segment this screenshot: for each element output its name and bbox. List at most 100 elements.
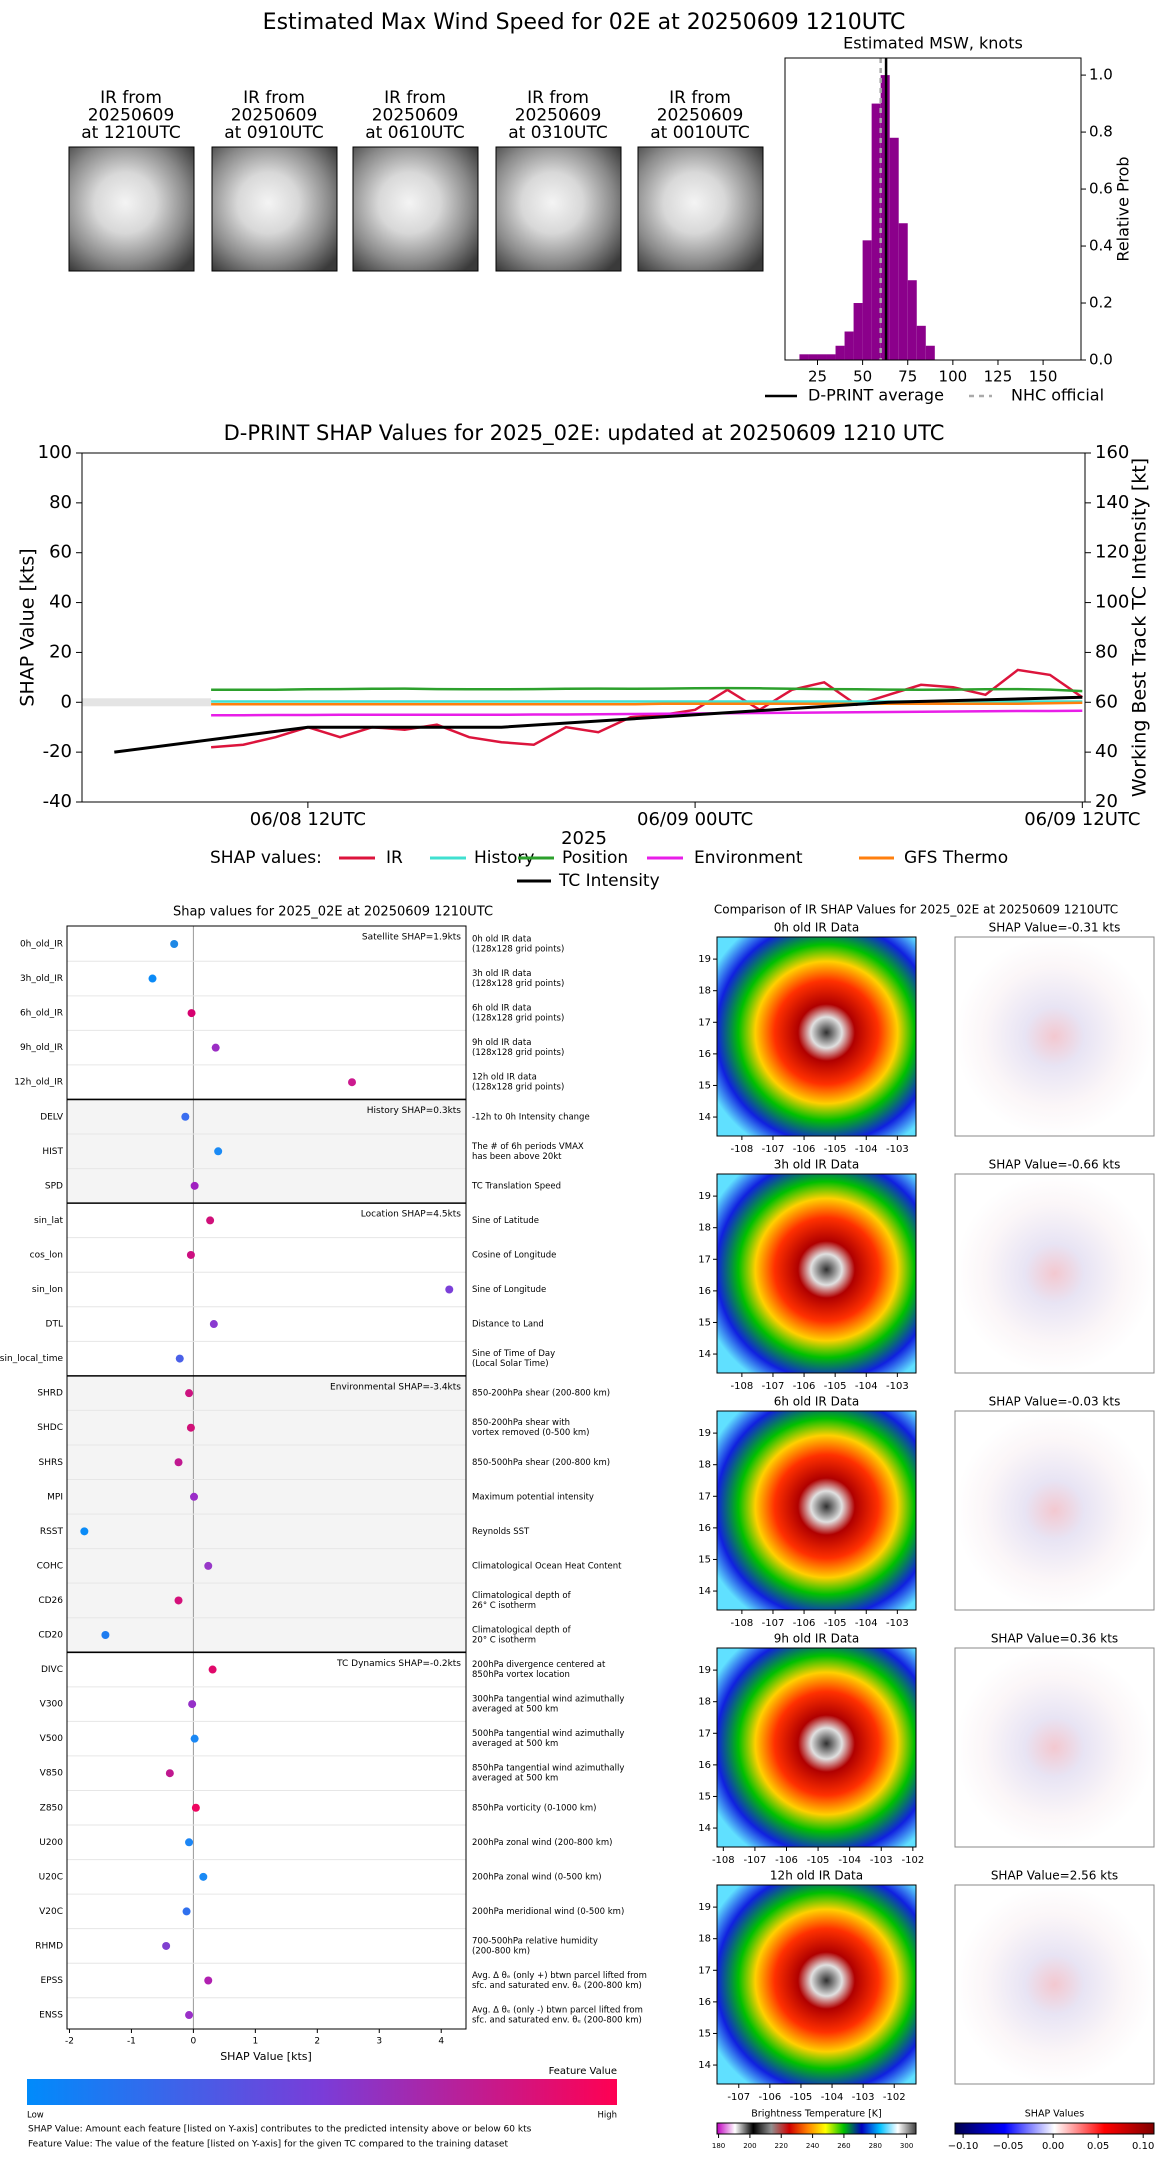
feature-label: DIVC bbox=[41, 1665, 63, 1675]
lat-tick-label: 18 bbox=[698, 986, 711, 997]
y-tick-label: 0 bbox=[61, 691, 72, 712]
plot-frame bbox=[81, 452, 1086, 803]
lon-tick-label: -108 bbox=[731, 1144, 754, 1155]
ir-image bbox=[716, 1410, 917, 1611]
ir-image bbox=[716, 1884, 917, 2085]
colorbar-tick-label: 0.10 bbox=[1132, 2141, 1154, 2152]
feature-description: Reynolds SST bbox=[472, 1527, 530, 1537]
colorbar-tick-label: −0.05 bbox=[993, 2141, 1024, 2152]
lon-tick-label: -107 bbox=[762, 1381, 785, 1392]
histogram-bar bbox=[853, 303, 863, 360]
feature-label: CD20 bbox=[38, 1631, 63, 1641]
lat-tick-label: 15 bbox=[698, 1554, 711, 1565]
feature-description: Sine of Time of Day bbox=[472, 1349, 555, 1359]
feature-description: (128x128 grid points) bbox=[472, 1048, 564, 1058]
lat-tick-label: 17 bbox=[698, 1017, 711, 1028]
thumbnail-label: IR from bbox=[100, 88, 162, 108]
lon-tick-label: -106 bbox=[775, 1855, 798, 1866]
chart-title: Shap values for 2025_02E at 20250609 121… bbox=[173, 905, 493, 920]
feature-label: V850 bbox=[40, 1769, 64, 1779]
x-tick-label: 25 bbox=[808, 368, 827, 386]
shap-dot bbox=[162, 1941, 171, 1950]
feature-description: 20° C isotherm bbox=[472, 1636, 536, 1646]
thumbnail-label: IR from bbox=[669, 88, 731, 108]
lon-tick-label: -103 bbox=[886, 1144, 909, 1155]
x-axis-label: 2025 bbox=[561, 828, 607, 849]
group-label: History SHAP=0.3kts bbox=[367, 1106, 462, 1116]
feature-description: 850hPa vorticity (0-1000 km) bbox=[472, 1803, 596, 1813]
x-tick-label: 150 bbox=[1029, 368, 1058, 386]
x-tick-label: 3 bbox=[376, 2037, 382, 2047]
lat-tick-label: 14 bbox=[698, 1586, 711, 1597]
colorbar-tick-label: 260 bbox=[837, 2142, 850, 2150]
shap-image bbox=[954, 1410, 1155, 1611]
colorbar-tick-label: 220 bbox=[775, 2142, 788, 2150]
thumbnail-label: at 0610UTC bbox=[365, 123, 464, 143]
lon-tick-label: -106 bbox=[793, 1618, 816, 1629]
lat-tick-label: 19 bbox=[698, 1665, 711, 1676]
histogram-bar bbox=[826, 354, 836, 360]
shap-dot bbox=[170, 940, 179, 948]
y2-tick-label: 100 bbox=[1095, 592, 1129, 613]
page-title: Estimated Max Wind Speed for 02E at 2025… bbox=[263, 10, 906, 35]
ir-thumbnail bbox=[211, 146, 338, 272]
feature-label: CD26 bbox=[38, 1596, 63, 1606]
thumbnail-label: at 1210UTC bbox=[81, 123, 180, 143]
lon-tick-label: -102 bbox=[883, 2092, 906, 2103]
lat-tick-label: 16 bbox=[698, 1760, 711, 1771]
chart-title: D-PRINT SHAP Values for 2025_02E: update… bbox=[224, 421, 945, 446]
lat-tick-label: 15 bbox=[698, 2028, 711, 2039]
shap-dot bbox=[186, 1250, 195, 1259]
x-axis-label: SHAP Value [kts] bbox=[220, 2050, 312, 2063]
y-tick-label: 80 bbox=[49, 492, 72, 513]
y-tick-label: 1.0 bbox=[1089, 66, 1113, 84]
x-tick-label: 50 bbox=[853, 368, 872, 386]
feature-description: Sine of Longitude bbox=[472, 1285, 546, 1295]
lat-tick-label: 15 bbox=[698, 1317, 711, 1328]
y-tick-label: 0.6 bbox=[1089, 180, 1113, 198]
series-line bbox=[114, 695, 1083, 754]
group-label: Location SHAP=4.5kts bbox=[361, 1210, 462, 1220]
feature-description: averaged at 500 km bbox=[472, 1705, 558, 1715]
feature-label: sin_lon bbox=[32, 1285, 63, 1295]
x-tick-label: 75 bbox=[898, 368, 917, 386]
feature-description: (128x128 grid points) bbox=[472, 1083, 564, 1093]
lat-tick-label: 18 bbox=[698, 1934, 711, 1945]
x-tick-label: 2 bbox=[314, 2037, 320, 2047]
feature-description: (128x128 grid points) bbox=[472, 979, 564, 989]
histogram-bar bbox=[862, 240, 872, 360]
feature-description: (Local Solar Time) bbox=[472, 1359, 549, 1369]
feature-description: 26° C isotherm bbox=[472, 1601, 536, 1611]
feature-label: Z850 bbox=[40, 1803, 64, 1813]
feature-description: averaged at 500 km bbox=[472, 1774, 558, 1784]
histogram-bar bbox=[898, 223, 908, 360]
panel-title: SHAP Value=0.36 kts bbox=[991, 1632, 1118, 1646]
lat-tick-label: 18 bbox=[698, 1223, 711, 1234]
feature-label: 6h_old_IR bbox=[20, 1009, 63, 1019]
histogram-bar bbox=[808, 354, 818, 360]
panel-title: SHAP Value=-0.66 kts bbox=[989, 1158, 1121, 1172]
feature-label: V300 bbox=[40, 1700, 64, 1710]
histogram-bar bbox=[916, 325, 926, 360]
lat-tick-label: 18 bbox=[698, 1460, 711, 1471]
legend-label: GFS Thermo bbox=[904, 848, 1008, 868]
thumbnail-label: IR from bbox=[384, 88, 446, 108]
shap-image bbox=[954, 1884, 1155, 2085]
legend-label: NHC official bbox=[1011, 386, 1104, 405]
feature-description: Climatological depth of bbox=[472, 1626, 572, 1636]
feature-label: SHRS bbox=[39, 1458, 64, 1468]
thumbnail-label: at 0910UTC bbox=[224, 123, 323, 143]
panel-title: 0h old IR Data bbox=[774, 921, 860, 935]
y2-tick-label: 120 bbox=[1095, 542, 1129, 563]
y-tick-label: 0.8 bbox=[1089, 123, 1113, 141]
y-tick-label: 40 bbox=[49, 592, 72, 613]
x-tick-label: 1 bbox=[252, 2037, 258, 2047]
lat-tick-label: 15 bbox=[698, 1080, 711, 1091]
legend-label: Position bbox=[562, 848, 628, 868]
shap-dot bbox=[175, 1354, 184, 1363]
feature-description: 0h old IR data bbox=[472, 935, 531, 945]
lon-tick-label: -106 bbox=[793, 1144, 816, 1155]
thumbnail-label: 20250609 bbox=[88, 106, 175, 126]
lon-tick-label: -108 bbox=[731, 1618, 754, 1629]
histogram-bar bbox=[925, 345, 935, 360]
